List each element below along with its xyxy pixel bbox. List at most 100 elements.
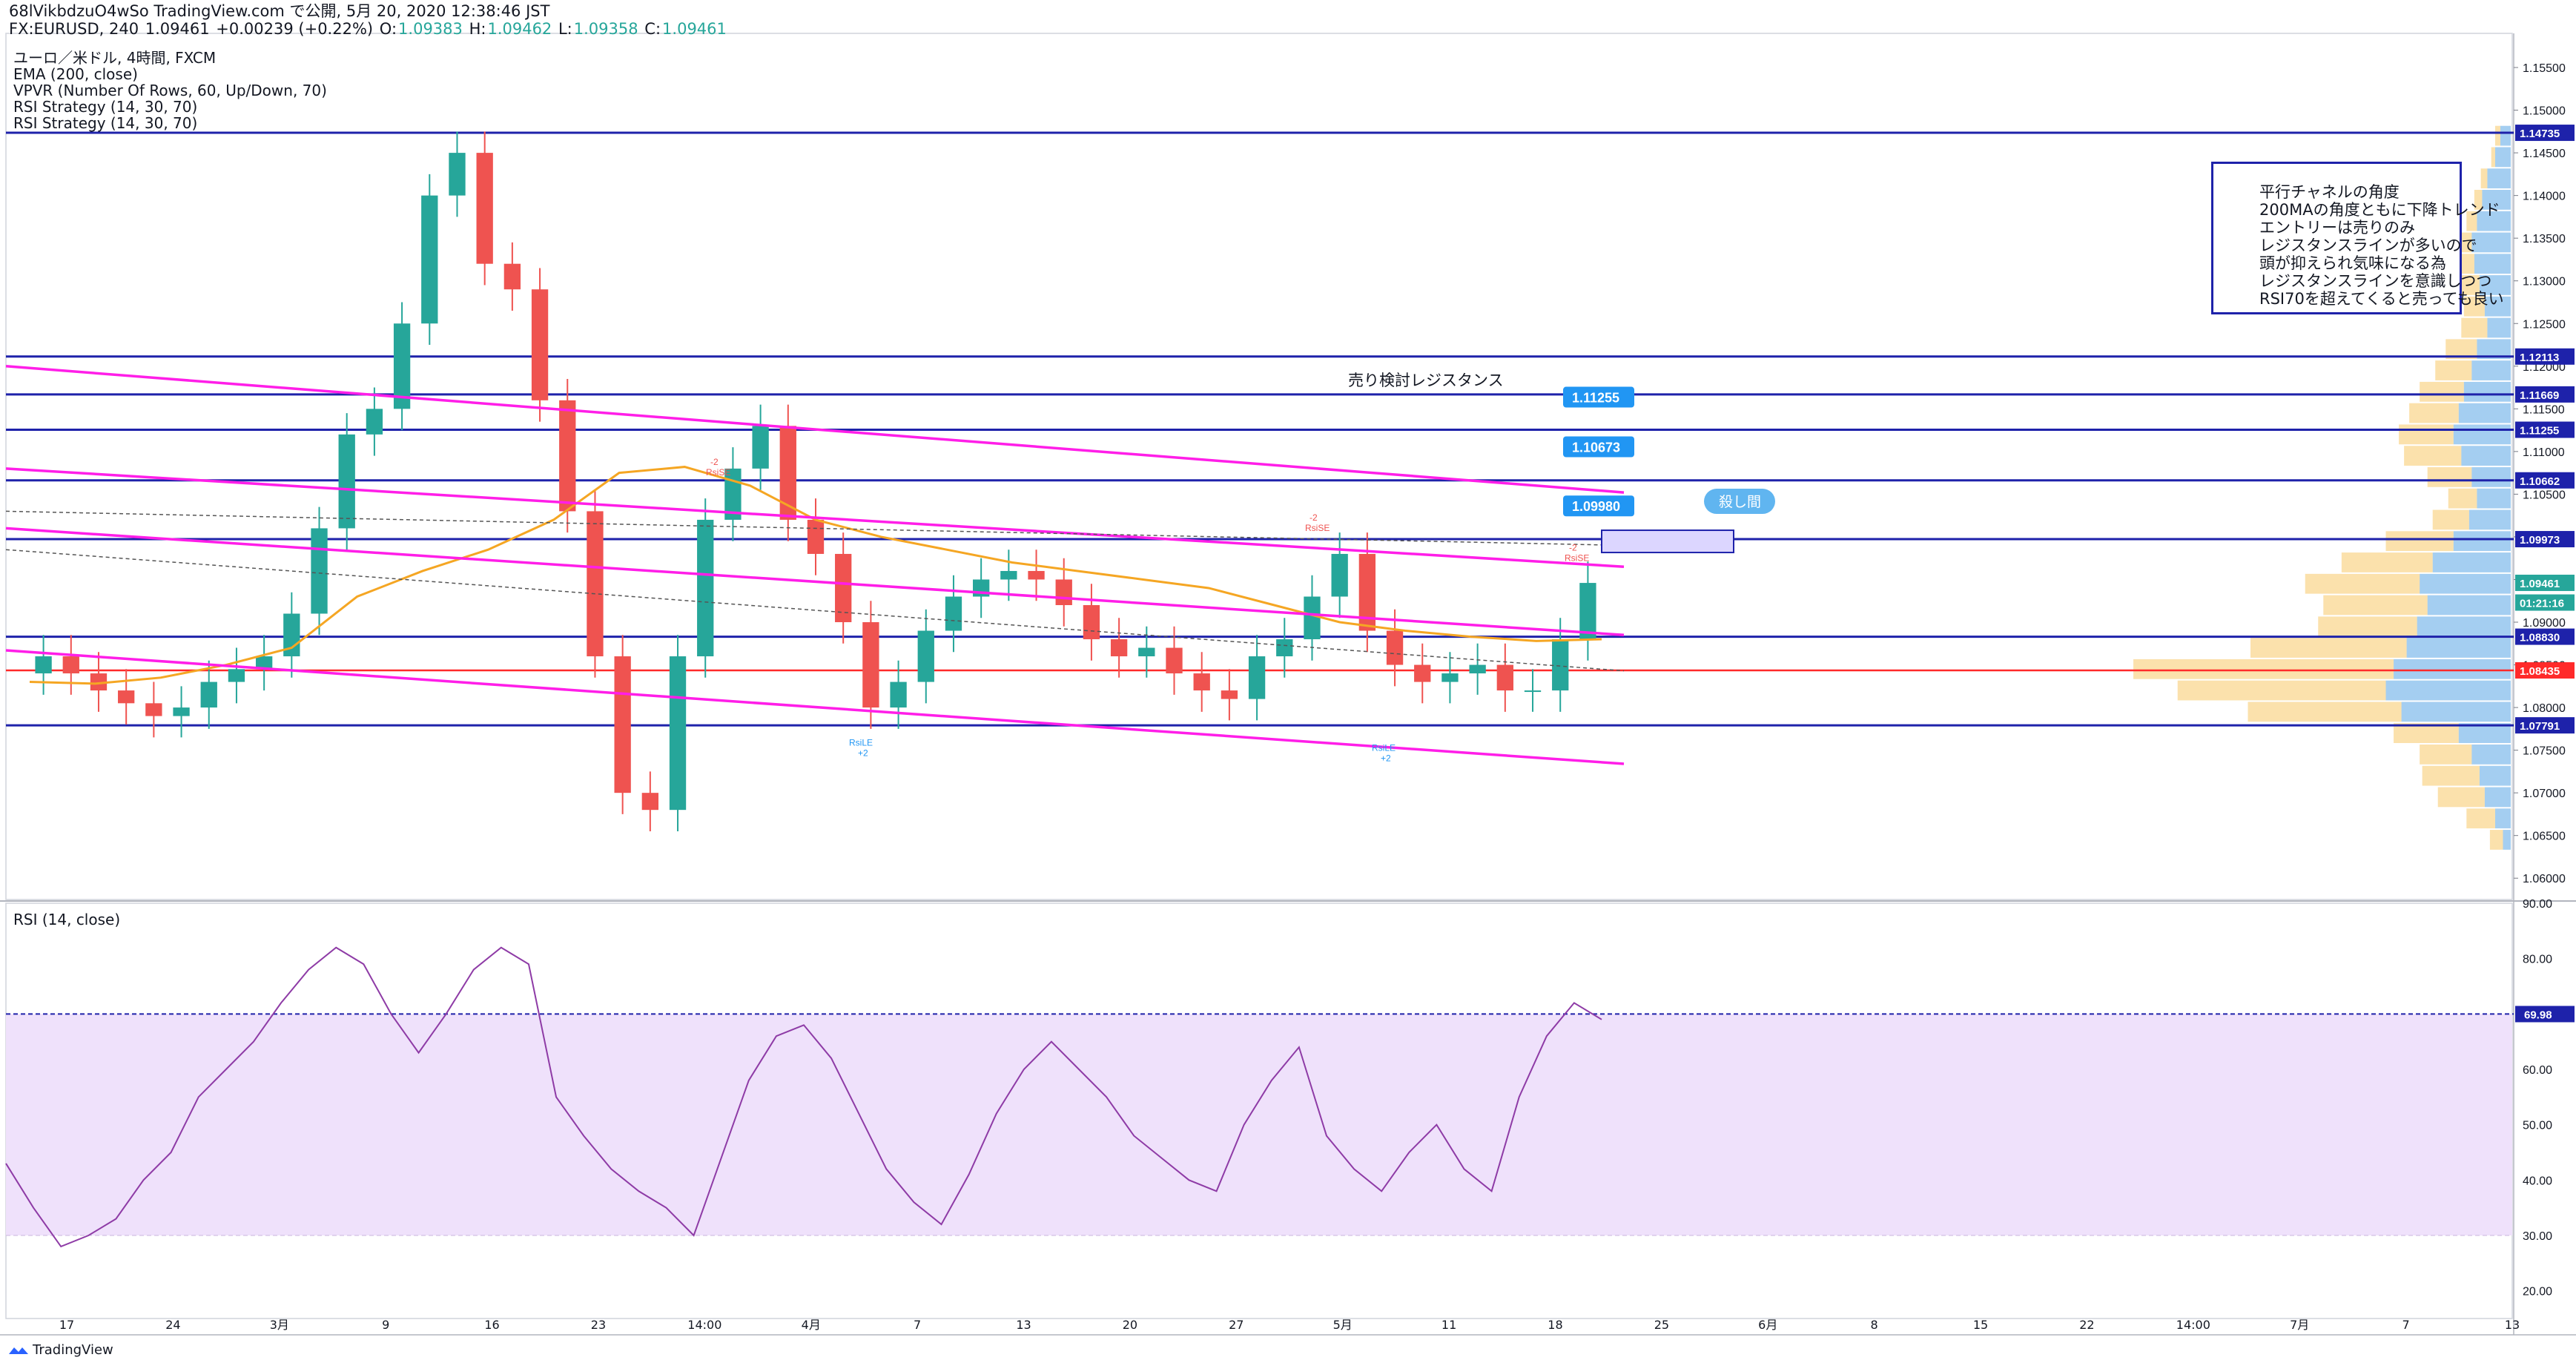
volume-profile-down-bar	[2250, 638, 2407, 658]
volume-profile-down-bar	[2409, 403, 2459, 423]
volume-profile-up-bar	[2453, 424, 2511, 445]
price-axis-tag-label: 1.09973	[2520, 534, 2560, 547]
parallel-channel-line	[5, 527, 1625, 637]
time-tick-label: 20	[1123, 1318, 1137, 1332]
price-tick-label: 1.14500	[2523, 148, 2566, 160]
price-tick-label: 1.06000	[2523, 873, 2566, 885]
legend-vpvr[interactable]: VPVR (Number Of Rows, 60, Up/Down, 70)	[13, 82, 327, 99]
volume-profile-down-bar	[2305, 573, 2420, 594]
candle-body	[1496, 664, 1513, 691]
legend-symbol-title[interactable]: ユーロ／米ドル, 4時間, FXCM	[13, 49, 217, 67]
time-tick-label: 25	[1654, 1318, 1669, 1332]
parallel-channel-line	[5, 467, 1625, 568]
price-tick-label: 1.06500	[2523, 831, 2566, 843]
symbol-label: FX:EURUSD, 240	[9, 20, 139, 38]
rsi-tick-label: 20.00	[2523, 1286, 2552, 1298]
volume-profile-down-bar	[2466, 808, 2495, 829]
publish-info: 68lVikbdzuO4wSo TradingView.com で公開, 5月 …	[9, 1, 551, 21]
time-tick-label: 18	[1548, 1318, 1562, 1332]
volume-profile-down-bar	[2420, 744, 2472, 765]
volume-profile-down-bar	[2480, 168, 2488, 189]
volume-profile-up-bar	[2471, 467, 2511, 487]
price-axis-tag	[2515, 386, 2575, 403]
volume-profile-down-bar	[2463, 296, 2485, 317]
candle-body	[1083, 604, 1100, 640]
volume-profile-down-bar	[2341, 552, 2433, 572]
price-tick-label: 1.07000	[2523, 788, 2566, 800]
candle-body	[62, 656, 79, 674]
price-tick-label: 1.11500	[2523, 403, 2565, 416]
volume-profile-up-bar	[2458, 403, 2511, 423]
volume-profile-up-bar	[2494, 147, 2511, 168]
legend-ema[interactable]: EMA (200, close)	[13, 65, 138, 83]
candle-body	[1579, 583, 1596, 640]
time-tick-label: 15	[1973, 1318, 1988, 1332]
last-price: 1.09461	[145, 20, 210, 38]
short-signal-count: -2	[1310, 512, 1318, 523]
candle-body	[807, 519, 825, 554]
candle-body	[1524, 690, 1542, 693]
rsi-tick-label: 40.00	[2523, 1175, 2552, 1187]
time-tick-label: 22	[2079, 1318, 2094, 1332]
volume-profile-down-bar	[2448, 488, 2477, 509]
note-line: 頭が抑えられ気味になる為	[2259, 254, 2446, 272]
price-axis-tag	[2515, 348, 2575, 365]
candle-body	[531, 289, 549, 400]
volume-profile-down-bar	[2461, 275, 2480, 295]
price-callout-label: 1.11255	[1572, 391, 1619, 406]
long-signal-label: RsiLE	[1372, 742, 1396, 753]
volume-profile-up-bar	[2385, 680, 2511, 701]
candle-body	[835, 553, 852, 623]
volume-profile-down-bar	[2458, 254, 2474, 274]
time-tick-label: 5月	[1333, 1318, 1353, 1332]
volume-profile-up-bar	[2479, 765, 2511, 786]
volume-profile-up-bar	[2458, 723, 2511, 743]
rsi-tick-label: 90.00	[2523, 898, 2552, 911]
legend-rsi-strategy-1[interactable]: RSI Strategy (14, 30, 70)	[13, 98, 198, 116]
low-label: L:	[558, 20, 572, 38]
volume-profile-up-bar	[2463, 381, 2511, 402]
rsi-tick-label: 80.00	[2523, 954, 2552, 966]
parallel-channel-line	[5, 649, 1625, 765]
time-tick-label: 11	[1441, 1318, 1456, 1332]
brand-label: TradingView	[33, 1342, 113, 1358]
legend-rsi-strategy-2[interactable]: RSI Strategy (14, 30, 70)	[13, 114, 198, 132]
price-callout-label: 1.09980	[1572, 499, 1620, 514]
candle-body	[118, 690, 135, 704]
price-tick-label: 1.11000	[2523, 446, 2565, 459]
price-tick-label: 1.12500	[2523, 318, 2566, 331]
candle-body	[614, 656, 631, 793]
price-tick-label: 1.09000	[2523, 617, 2566, 630]
resistance-annotation: 売り検討レジスタンス	[1348, 372, 1504, 389]
candle-body	[476, 153, 493, 264]
time-tick-label: 9	[382, 1318, 389, 1332]
footer-branding[interactable]: TradingView	[7, 1342, 113, 1358]
volume-profile-up-bar	[2432, 552, 2511, 572]
candle-body	[1276, 639, 1293, 657]
volume-profile-down-bar	[2248, 702, 2402, 722]
volume-profile-down-bar	[2394, 723, 2459, 743]
legend-rsi-pane[interactable]: RSI (14, close)	[13, 911, 121, 928]
volume-profile-up-bar	[2500, 125, 2511, 146]
volume-profile-down-bar	[2466, 211, 2477, 231]
parallel-channel-line	[5, 365, 1625, 494]
candle-body	[1414, 664, 1431, 682]
volume-profile-up-bar	[2479, 275, 2511, 295]
open-value: 1.09383	[398, 20, 463, 38]
volume-profile-up-bar	[2394, 659, 2511, 679]
candle-body	[1000, 570, 1017, 580]
candle-body	[503, 263, 521, 290]
price-tick-label: 1.15000	[2523, 105, 2566, 118]
candle-body	[255, 656, 273, 670]
volume-profile-up-bar	[2503, 830, 2511, 850]
volume-profile-up-bar	[2494, 808, 2511, 829]
volume-profile-down-bar	[2427, 467, 2472, 487]
rsi-line	[5, 946, 1602, 1248]
rsi-tick-label: 60.00	[2523, 1064, 2552, 1077]
candle-body	[145, 703, 162, 716]
price-axis-tag-label: 1.08830	[2520, 632, 2560, 644]
analysis-note-box[interactable]: 平行チャネルの角度 200MAの角度ともに下降トレンド エントリーは売りのみ レ…	[2211, 162, 2504, 314]
price-axis-tag	[2515, 717, 2575, 734]
price-axis-tag-label: 01:21:16	[2520, 598, 2564, 610]
